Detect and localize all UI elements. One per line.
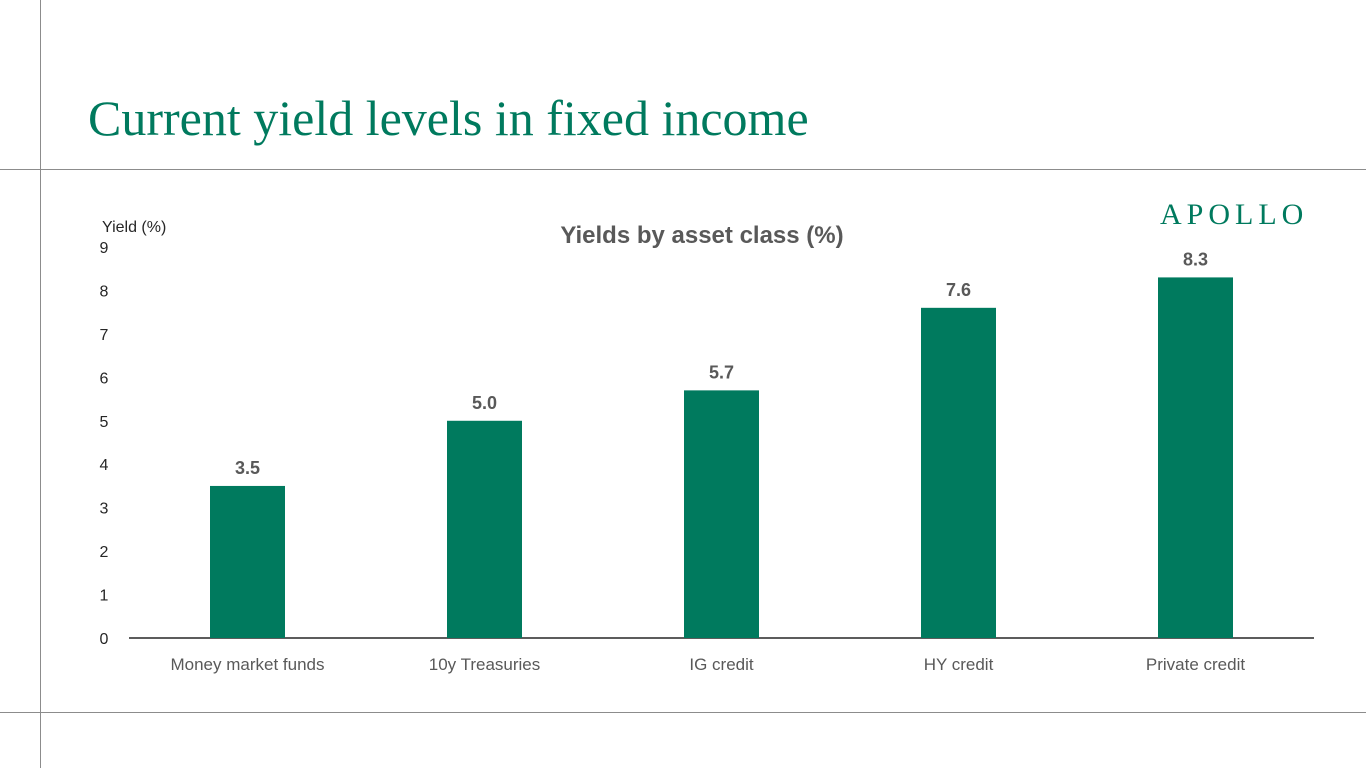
bar-value-label: 8.3 [1183,249,1208,269]
x-tick-label: 10y Treasuries [429,655,541,674]
x-axis-labels: Money market funds 10y Treasuries IG credi… [170,655,1245,674]
bar [447,420,522,638]
y-tick-label: 0 [100,631,109,648]
y-tick-label: 3 [100,501,109,518]
y-axis-ticks: 0 1 2 3 4 5 6 7 8 9 [100,240,109,648]
y-tick-label: 9 [100,240,109,257]
y-tick-label: 6 [100,370,109,387]
top-divider-line [0,169,1366,170]
left-rule-line [40,0,41,768]
x-tick-label: IG credit [689,655,754,674]
bar-value-label: 7.6 [946,280,971,300]
y-tick-label: 2 [100,544,109,561]
bar [684,390,759,638]
apollo-logo: APOLLO [1160,198,1309,231]
y-tick-label: 4 [100,457,109,474]
y-tick-label: 1 [100,588,109,605]
chart-title: Yields by asset class (%) [560,222,843,249]
x-tick-label: HY credit [924,655,994,674]
bar-value-label: 5.0 [472,393,497,413]
bar-value-label: 3.5 [235,458,260,478]
x-tick-label: Money market funds [170,655,324,674]
bar-value-label: 5.7 [709,362,734,382]
bar [210,485,285,638]
y-tick-label: 7 [100,327,109,344]
y-axis-title: Yield (%) [102,219,166,236]
y-tick-label: 8 [100,283,109,300]
slide-title: Current yield levels in fixed income [88,90,809,146]
y-tick-label: 5 [100,414,109,431]
x-tick-label: Private credit [1146,655,1245,674]
bottom-divider-line [0,712,1366,713]
bar [921,307,996,638]
bar [1158,277,1233,638]
bars [210,277,1233,638]
value-labels: 3.5 5.0 5.7 7.6 8.3 [235,249,1208,478]
